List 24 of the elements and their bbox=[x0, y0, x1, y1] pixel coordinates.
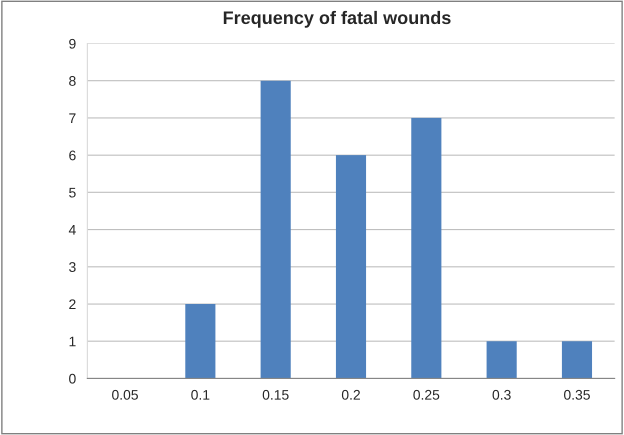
x-tick-label: 0.05 bbox=[112, 390, 138, 400]
y-tick-label: 2 bbox=[69, 299, 76, 310]
bar bbox=[411, 118, 442, 378]
y-tick-label: 7 bbox=[69, 113, 76, 123]
y-tick-label: 4 bbox=[68, 225, 76, 235]
bar bbox=[562, 341, 592, 378]
bar bbox=[486, 341, 517, 378]
y-tick-label: 3 bbox=[69, 262, 76, 272]
x-tick-label: 0.25 bbox=[413, 390, 440, 400]
x-tick-label: 0.2 bbox=[342, 390, 360, 400]
bar bbox=[260, 80, 291, 378]
y-tick-label: 9 bbox=[69, 38, 76, 49]
bar bbox=[336, 155, 366, 378]
x-tick-label: 0.1 bbox=[191, 390, 210, 400]
y-tick-label: 1 bbox=[70, 336, 76, 346]
y-tick-label: 8 bbox=[69, 76, 76, 86]
chart-title: Frequency of fatal wounds bbox=[224, 10, 451, 28]
y-tick-label: 5 bbox=[69, 188, 76, 198]
y-tick-label: 6 bbox=[69, 150, 76, 160]
y-tick-label: 0 bbox=[69, 374, 76, 384]
x-tick-label: 0.15 bbox=[262, 390, 289, 400]
x-tick-label: 0.35 bbox=[564, 390, 590, 400]
bar bbox=[185, 304, 216, 378]
x-tick-label: 0.3 bbox=[492, 390, 511, 400]
